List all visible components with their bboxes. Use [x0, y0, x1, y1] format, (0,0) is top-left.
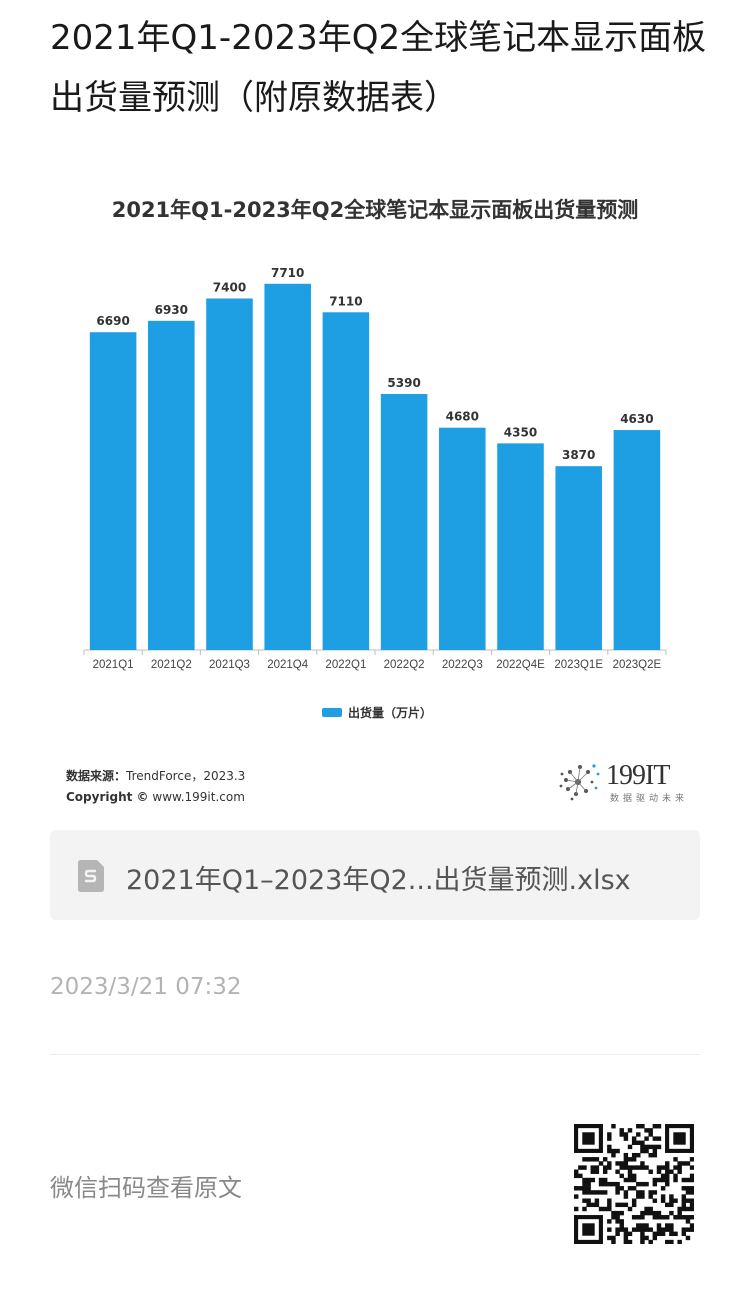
- x-tick-label-2022Q2: 2022Q2: [384, 659, 425, 671]
- qr-code-icon[interactable]: [574, 1124, 694, 1244]
- bar-2021Q3: [206, 298, 253, 650]
- divider: [50, 1054, 700, 1055]
- data-label-2021Q4: 7710: [271, 266, 304, 280]
- chart-card: 2021年Q1-2023年Q2全球笔记本显示面板出货量预测 6690 2021Q1…: [50, 180, 700, 810]
- bar-2021Q2: [148, 320, 195, 650]
- publish-timestamp: 2023/3/21 07:32: [50, 974, 242, 1000]
- brand-tagline: 数据驱动未来: [610, 794, 689, 804]
- x-tick-label-2021Q4: 2021Q4: [267, 659, 309, 671]
- file-spreadsheet-icon: [78, 860, 104, 892]
- data-label-2022Q2: 5390: [387, 376, 420, 390]
- source-label: 数据来源：: [66, 769, 127, 783]
- data-label-2021Q1: 6690: [96, 314, 129, 328]
- chart-legend: 出货量（万片）: [322, 704, 432, 721]
- article-title: 2021年Q1-2023年Q2全球笔记本显示面板出货量预测（附原数据表）: [50, 18, 707, 118]
- data-label-2022Q1: 7110: [329, 294, 362, 308]
- bar-2023Q1E: [555, 466, 602, 650]
- x-tick-label-2023Q1E: 2023Q1E: [554, 659, 603, 671]
- data-label-2021Q2: 6930: [155, 303, 188, 317]
- dandelion-icon: [559, 764, 600, 801]
- brand-logo: 199IT 数据驱动未来: [558, 758, 694, 804]
- bar-2023Q2E: [613, 430, 661, 650]
- data-label-2022Q3: 4680: [446, 410, 479, 424]
- attachment-card[interactable]: 2021年Q1–2023年Q2...出货量预测.xlsx: [50, 830, 700, 920]
- x-tick-label-2021Q2: 2021Q2: [151, 659, 192, 671]
- legend-swatch: [322, 708, 342, 717]
- legend-label: 出货量（万片）: [348, 706, 433, 720]
- bar-2022Q1: [322, 312, 370, 650]
- data-label-2021Q3: 7400: [213, 281, 246, 295]
- data-label-2023Q2E: 4630: [620, 412, 653, 426]
- x-tick-label-2021Q3: 2021Q3: [209, 659, 250, 671]
- brand-name: 199IT: [606, 760, 670, 791]
- chart-title: 2021年Q1-2023年Q2全球笔记本显示面板出货量预测: [111, 198, 639, 222]
- copyright-value: www.199it.com: [152, 790, 245, 804]
- data-label-2023Q1E: 3870: [562, 448, 595, 462]
- bar-2022Q3: [439, 427, 486, 650]
- x-tick-label-2021Q1: 2021Q1: [93, 659, 134, 671]
- bar-2021Q1: [89, 332, 137, 650]
- source-value: TrendForce，2023.3: [126, 769, 246, 783]
- chart-source: 数据来源：TrendForce，2023.3 Copyright © www.1…: [66, 766, 245, 808]
- bar-chart: 6690 2021Q1 6930 2021Q2 7400 2021Q3 7710 2021Q4…: [83, 266, 667, 671]
- data-label-2022Q4E: 4350: [504, 425, 537, 439]
- scan-instruction: 微信扫码查看原文: [50, 1174, 242, 1202]
- x-tick-label-2022Q3: 2022Q3: [442, 659, 483, 671]
- x-tick-label-2022Q1: 2022Q1: [325, 659, 366, 671]
- attachment-file-name[interactable]: 2021年Q1–2023年Q2...出货量预测.xlsx: [126, 865, 631, 896]
- x-tick-label-2022Q4E: 2022Q4E: [496, 659, 545, 671]
- copyright-label: Copyright ©: [66, 790, 149, 804]
- bar-2022Q4E: [497, 443, 544, 650]
- x-tick-label-2023Q2E: 2023Q2E: [613, 659, 662, 671]
- bar-2021Q4: [264, 283, 311, 650]
- bar-2022Q2: [380, 393, 428, 650]
